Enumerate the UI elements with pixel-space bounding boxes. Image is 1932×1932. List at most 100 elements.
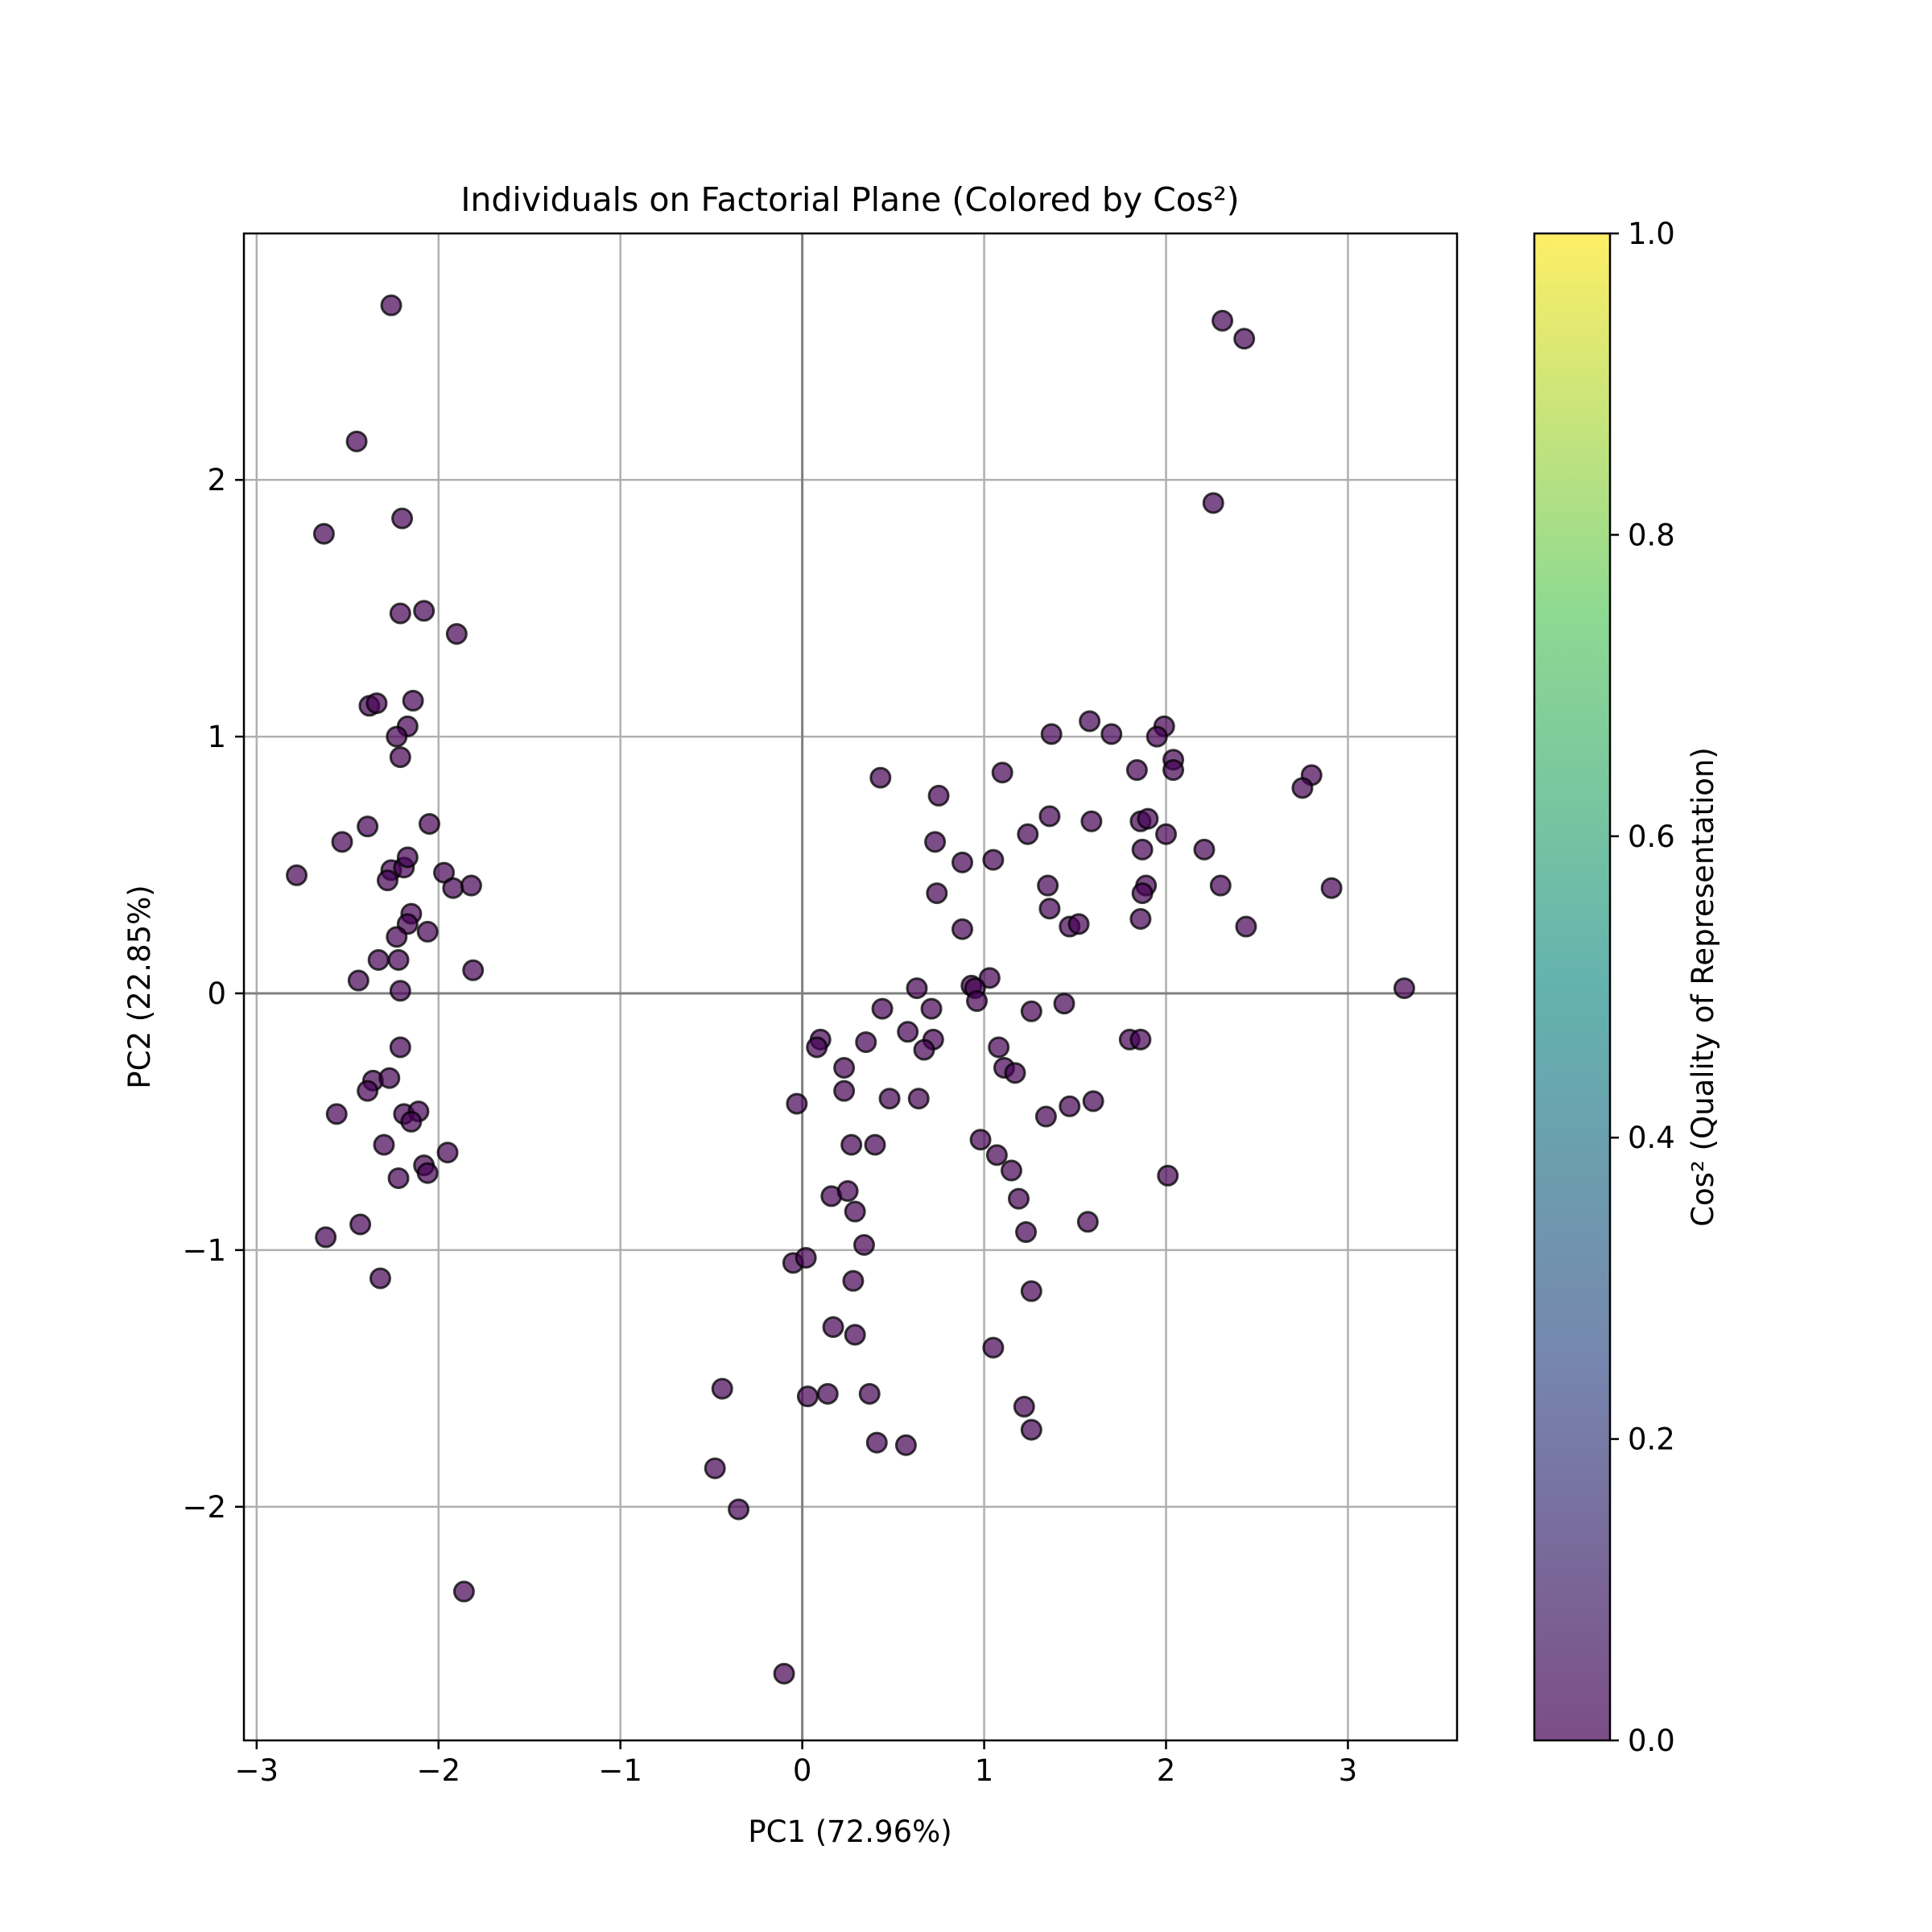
- colorbar-ticks: 0.0 0.2 0.4 0.6 0.8 1.0: [1610, 217, 1675, 1758]
- y-tick-label-3: 1: [207, 720, 226, 754]
- x-tick-label-1: −2: [416, 1753, 460, 1788]
- colorbar: 0.0 0.2 0.4 0.6 0.8 1.0 Cos² (Quality of Repr…: [1533, 217, 1720, 1758]
- reference-lines: [244, 233, 1457, 1740]
- x-tick-label-0: −3: [235, 1753, 279, 1788]
- data-point-33: [389, 1036, 411, 1059]
- data-point-67: [1080, 810, 1103, 832]
- x-axis-ticks: −3 −2 −1 0 1 2 3: [235, 1740, 1358, 1788]
- data-point-145: [894, 1434, 917, 1456]
- data-point-13: [357, 815, 379, 838]
- data-point-136: [844, 1323, 866, 1346]
- data-point-87: [1235, 915, 1257, 938]
- data-point-104: [913, 1038, 935, 1061]
- data-point-29: [387, 949, 410, 972]
- data-point-84: [1129, 907, 1152, 930]
- data-point-46: [315, 1226, 337, 1249]
- data-point-143: [1020, 1418, 1042, 1441]
- data-point-146: [704, 1457, 726, 1480]
- data-point-122: [1000, 1159, 1022, 1182]
- data-point-23: [460, 874, 482, 897]
- data-point-30: [462, 959, 485, 981]
- x-tick-label-5: 2: [1157, 1753, 1176, 1788]
- data-point-102: [855, 1031, 877, 1054]
- data-point-147: [728, 1498, 750, 1521]
- plot-frame: [242, 232, 1459, 1742]
- colorbar-label: Cos² (Quality of Representation): [1686, 747, 1720, 1227]
- data-point-76: [982, 848, 1005, 871]
- colorbar-tick-label-5: 1.0: [1628, 217, 1675, 251]
- x-axis-label: PC1 (72.96%): [748, 1814, 952, 1849]
- data-point-27: [416, 920, 439, 943]
- data-point-37: [325, 1103, 348, 1125]
- data-point-130: [852, 1234, 875, 1257]
- data-point-72: [924, 831, 947, 853]
- x-tick-label-4: 1: [975, 1753, 994, 1788]
- data-point-125: [836, 1180, 859, 1203]
- data-point-116: [786, 1092, 808, 1115]
- data-point-31: [347, 969, 369, 992]
- colorbar-gradient: [1534, 233, 1610, 1740]
- data-point-105: [988, 1036, 1010, 1059]
- data-point-77: [1037, 874, 1059, 897]
- data-point-19: [396, 846, 419, 869]
- data-point-2: [312, 522, 335, 545]
- colorbar-tick-label-0: 0.0: [1628, 1724, 1675, 1758]
- data-point-69: [1137, 807, 1159, 830]
- data-point-64: [1291, 777, 1314, 799]
- data-point-48: [369, 1267, 391, 1290]
- data-point-86: [1067, 913, 1090, 935]
- colorbar-frame: [1533, 232, 1612, 1742]
- data-point-141: [858, 1382, 881, 1405]
- data-point-80: [1209, 874, 1232, 897]
- x-tick-label-2: −1: [598, 1753, 642, 1788]
- data-point-127: [844, 1200, 866, 1223]
- data-point-20: [376, 869, 398, 892]
- data-point-62: [991, 762, 1013, 784]
- data-point-41: [373, 1133, 395, 1156]
- data-point-98: [1020, 1000, 1042, 1022]
- data-point-140: [816, 1382, 839, 1405]
- data-point-53: [1079, 710, 1101, 733]
- data-point-101: [806, 1036, 828, 1059]
- data-point-5: [413, 600, 436, 622]
- data-point-57: [1146, 725, 1168, 748]
- data-point-107: [1129, 1028, 1152, 1051]
- data-point-1: [345, 430, 368, 452]
- data-point-112: [878, 1088, 901, 1110]
- y-axis-label: PC2 (22.85%): [122, 885, 157, 1088]
- data-point-4: [389, 602, 411, 625]
- data-points: [286, 294, 1415, 1685]
- data-point-128: [1076, 1211, 1099, 1233]
- data-point-133: [842, 1269, 865, 1292]
- data-point-74: [1193, 838, 1216, 861]
- data-point-121: [985, 1144, 1008, 1166]
- data-point-93: [1393, 977, 1415, 1000]
- data-point-110: [1004, 1062, 1026, 1084]
- y-tick-label-2: 0: [207, 976, 226, 1011]
- data-point-117: [1034, 1105, 1057, 1128]
- data-point-73: [1131, 838, 1154, 861]
- data-point-138: [711, 1377, 733, 1400]
- data-point-148: [773, 1662, 795, 1685]
- data-point-137: [982, 1336, 1005, 1359]
- data-point-55: [1100, 723, 1123, 745]
- data-point-12: [389, 746, 411, 769]
- data-point-120: [969, 1129, 992, 1151]
- data-point-32: [389, 980, 411, 1002]
- data-point-88: [951, 918, 973, 940]
- data-point-82: [926, 882, 948, 905]
- data-point-42: [436, 1141, 459, 1164]
- data-point-97: [1053, 993, 1075, 1015]
- data-point-115: [1082, 1090, 1104, 1113]
- y-tick-label-1: −1: [182, 1233, 226, 1268]
- data-point-35: [378, 1067, 401, 1089]
- x-tick-label-6: 3: [1339, 1753, 1358, 1788]
- data-point-108: [833, 1056, 856, 1079]
- data-point-36: [357, 1080, 379, 1102]
- x-tick-label-3: 0: [793, 1753, 812, 1788]
- data-point-61: [869, 766, 892, 789]
- data-point-44: [416, 1162, 439, 1184]
- data-point-123: [1157, 1164, 1179, 1187]
